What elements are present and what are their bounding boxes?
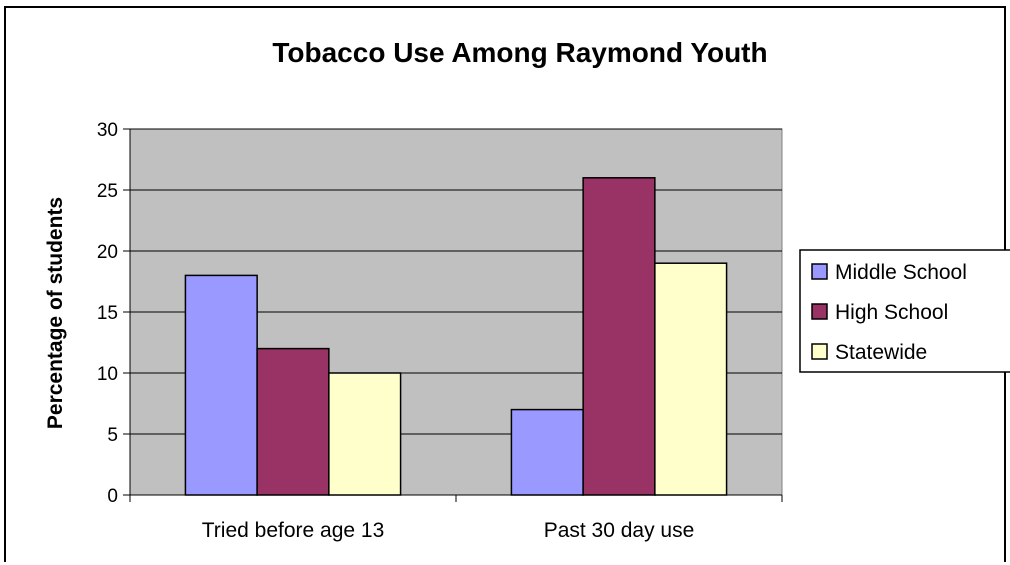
y-tick-label: 0: [107, 486, 118, 507]
y-tick-label: 25: [97, 181, 118, 202]
y-axis-label: Percentage of students: [44, 197, 67, 429]
legend-swatch: [811, 303, 828, 320]
y-tick-label: 5: [107, 425, 118, 446]
legend-label: Middle School: [835, 261, 967, 284]
bar: [654, 262, 728, 496]
bar: [184, 274, 258, 496]
bar: [510, 408, 584, 496]
legend: Middle School High School Statewide: [799, 249, 1010, 373]
bar: [582, 177, 656, 496]
legend-box: [799, 249, 1010, 373]
y-tick-label: 15: [97, 303, 118, 324]
y-tick-label: 20: [97, 242, 118, 263]
bar: [328, 372, 402, 496]
chart-title: Tobacco Use Among Raymond Youth: [272, 37, 767, 68]
bar: [256, 347, 330, 496]
x-category-label: Tried before age 13: [202, 519, 385, 542]
legend-swatch: [811, 263, 828, 280]
plot-area: 0 5 10 15 20 25 30 Tried before age 13 Past 30 d…: [97, 120, 783, 542]
y-tick-label: 30: [97, 120, 118, 141]
legend-label: Statewide: [835, 341, 927, 364]
y-tick-label: 10: [97, 364, 118, 385]
x-category-label: Past 30 day use: [544, 519, 695, 542]
legend-label: High School: [835, 301, 948, 324]
legend-swatch: [811, 343, 828, 360]
